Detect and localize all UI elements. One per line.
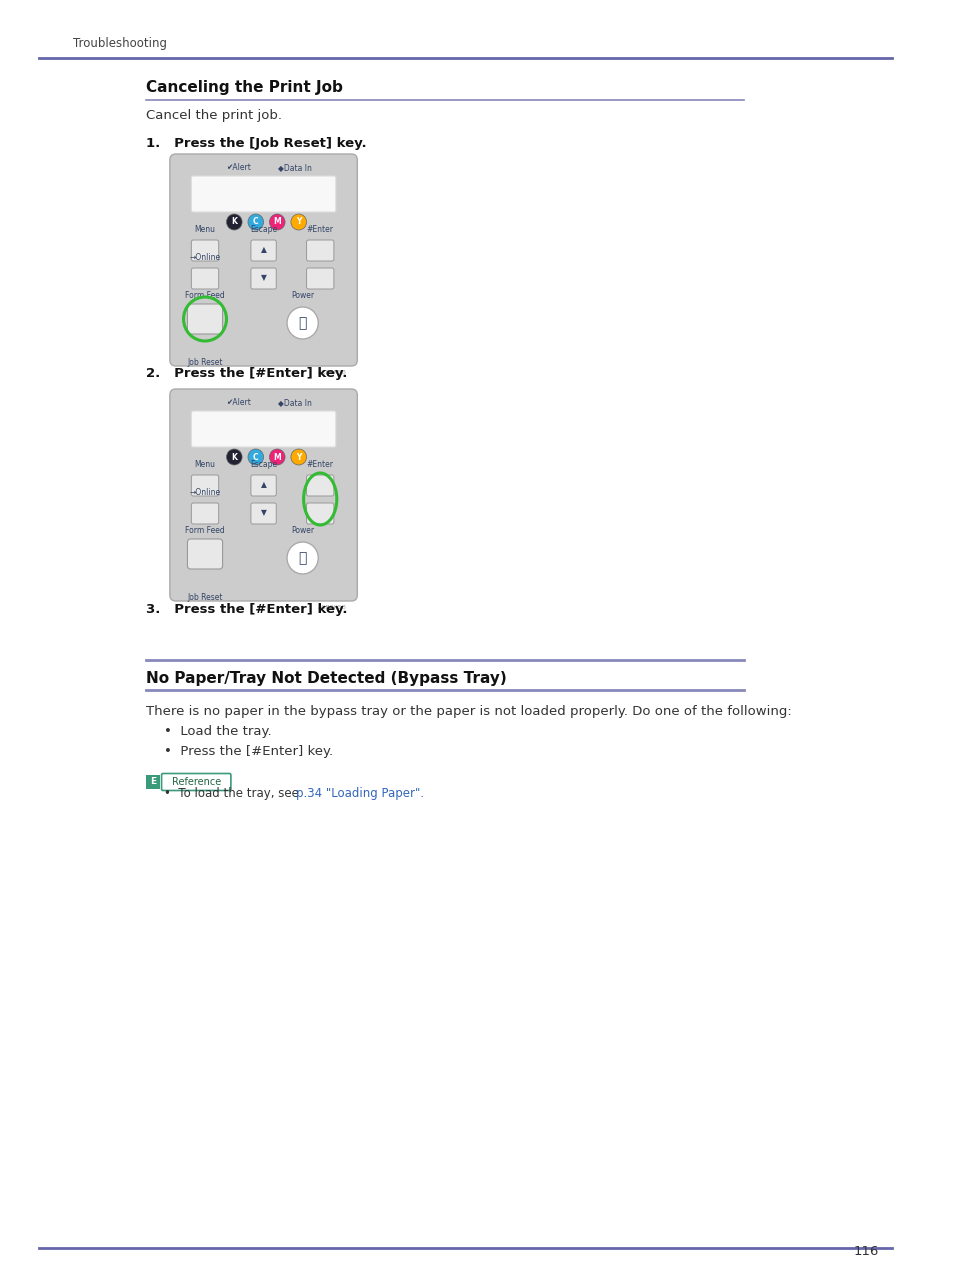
Text: ▼: ▼ bbox=[260, 508, 266, 517]
Text: No Paper/Tray Not Detected (Bypass Tray): No Paper/Tray Not Detected (Bypass Tray) bbox=[146, 671, 507, 686]
Text: ◆Data In: ◆Data In bbox=[278, 398, 312, 406]
FancyBboxPatch shape bbox=[187, 538, 222, 569]
Text: AKB9K5B: AKB9K5B bbox=[317, 605, 346, 610]
Text: ◆Data In: ◆Data In bbox=[278, 163, 312, 171]
Text: Form Feed: Form Feed bbox=[185, 291, 225, 300]
FancyBboxPatch shape bbox=[192, 177, 335, 212]
Text: K: K bbox=[232, 452, 237, 461]
Text: →Online: →Online bbox=[190, 488, 220, 497]
Text: Power: Power bbox=[291, 526, 314, 535]
Circle shape bbox=[226, 215, 242, 230]
Text: →Online: →Online bbox=[190, 253, 220, 262]
FancyBboxPatch shape bbox=[170, 154, 357, 366]
FancyBboxPatch shape bbox=[306, 268, 334, 290]
Circle shape bbox=[269, 215, 285, 230]
FancyBboxPatch shape bbox=[192, 475, 218, 497]
FancyBboxPatch shape bbox=[251, 503, 276, 525]
Text: C: C bbox=[253, 217, 258, 226]
Text: Menu: Menu bbox=[194, 460, 215, 469]
Circle shape bbox=[269, 450, 285, 465]
Text: 1.   Press the [Job Reset] key.: 1. Press the [Job Reset] key. bbox=[146, 137, 367, 150]
FancyBboxPatch shape bbox=[192, 240, 218, 262]
Text: ▲: ▲ bbox=[260, 245, 266, 254]
Text: C: C bbox=[253, 452, 258, 461]
Text: 116: 116 bbox=[852, 1245, 878, 1259]
Text: #Enter: #Enter bbox=[307, 225, 334, 234]
Text: Reference: Reference bbox=[172, 777, 221, 787]
FancyBboxPatch shape bbox=[251, 240, 276, 262]
FancyBboxPatch shape bbox=[192, 503, 218, 525]
Circle shape bbox=[287, 542, 318, 574]
Text: Y: Y bbox=[295, 217, 301, 226]
FancyBboxPatch shape bbox=[251, 268, 276, 290]
Circle shape bbox=[291, 450, 306, 465]
Text: •  Press the [#Enter] key.: • Press the [#Enter] key. bbox=[164, 745, 333, 758]
Text: Cancel the print job.: Cancel the print job. bbox=[146, 109, 282, 122]
Circle shape bbox=[287, 307, 318, 339]
Text: Y: Y bbox=[295, 452, 301, 461]
Text: ✔Alert: ✔Alert bbox=[226, 163, 251, 171]
FancyBboxPatch shape bbox=[170, 389, 357, 601]
Text: Power: Power bbox=[291, 291, 314, 300]
Text: ✔Alert: ✔Alert bbox=[226, 398, 251, 406]
Text: ▲: ▲ bbox=[260, 480, 266, 489]
Text: 3.   Press the [#Enter] key.: 3. Press the [#Enter] key. bbox=[146, 603, 348, 616]
FancyBboxPatch shape bbox=[187, 304, 222, 334]
Text: Job Reset: Job Reset bbox=[187, 593, 223, 602]
Text: Escape: Escape bbox=[250, 460, 277, 469]
Text: K: K bbox=[232, 217, 237, 226]
Text: ⏻: ⏻ bbox=[298, 316, 307, 330]
Text: E: E bbox=[150, 777, 156, 786]
Text: #Enter: #Enter bbox=[307, 460, 334, 469]
Circle shape bbox=[248, 450, 263, 465]
Text: 2.   Press the [#Enter] key.: 2. Press the [#Enter] key. bbox=[146, 367, 348, 380]
FancyBboxPatch shape bbox=[146, 775, 160, 789]
Text: ⏻: ⏻ bbox=[298, 551, 307, 565]
Text: p.34 "Loading Paper".: p.34 "Loading Paper". bbox=[295, 787, 423, 800]
FancyBboxPatch shape bbox=[192, 411, 335, 447]
Circle shape bbox=[226, 450, 242, 465]
Text: There is no paper in the bypass tray or the paper is not loaded properly. Do one: There is no paper in the bypass tray or … bbox=[146, 705, 791, 718]
Text: M: M bbox=[274, 217, 281, 226]
Text: ▼: ▼ bbox=[260, 273, 266, 282]
FancyBboxPatch shape bbox=[192, 268, 218, 290]
Text: •  To load the tray, see: • To load the tray, see bbox=[164, 787, 302, 800]
Circle shape bbox=[291, 215, 306, 230]
FancyBboxPatch shape bbox=[251, 475, 276, 497]
Text: AKB9K5B: AKB9K5B bbox=[317, 370, 346, 375]
FancyBboxPatch shape bbox=[306, 503, 334, 525]
Circle shape bbox=[248, 215, 263, 230]
Text: Form Feed: Form Feed bbox=[185, 526, 225, 535]
Text: Escape: Escape bbox=[250, 225, 277, 234]
FancyBboxPatch shape bbox=[306, 240, 334, 262]
Text: Troubleshooting: Troubleshooting bbox=[73, 37, 167, 50]
Text: Job Reset: Job Reset bbox=[187, 358, 223, 367]
Text: Canceling the Print Job: Canceling the Print Job bbox=[146, 80, 343, 95]
Text: Menu: Menu bbox=[194, 225, 215, 234]
Text: •  Load the tray.: • Load the tray. bbox=[164, 725, 272, 738]
FancyBboxPatch shape bbox=[306, 475, 334, 497]
Text: M: M bbox=[274, 452, 281, 461]
